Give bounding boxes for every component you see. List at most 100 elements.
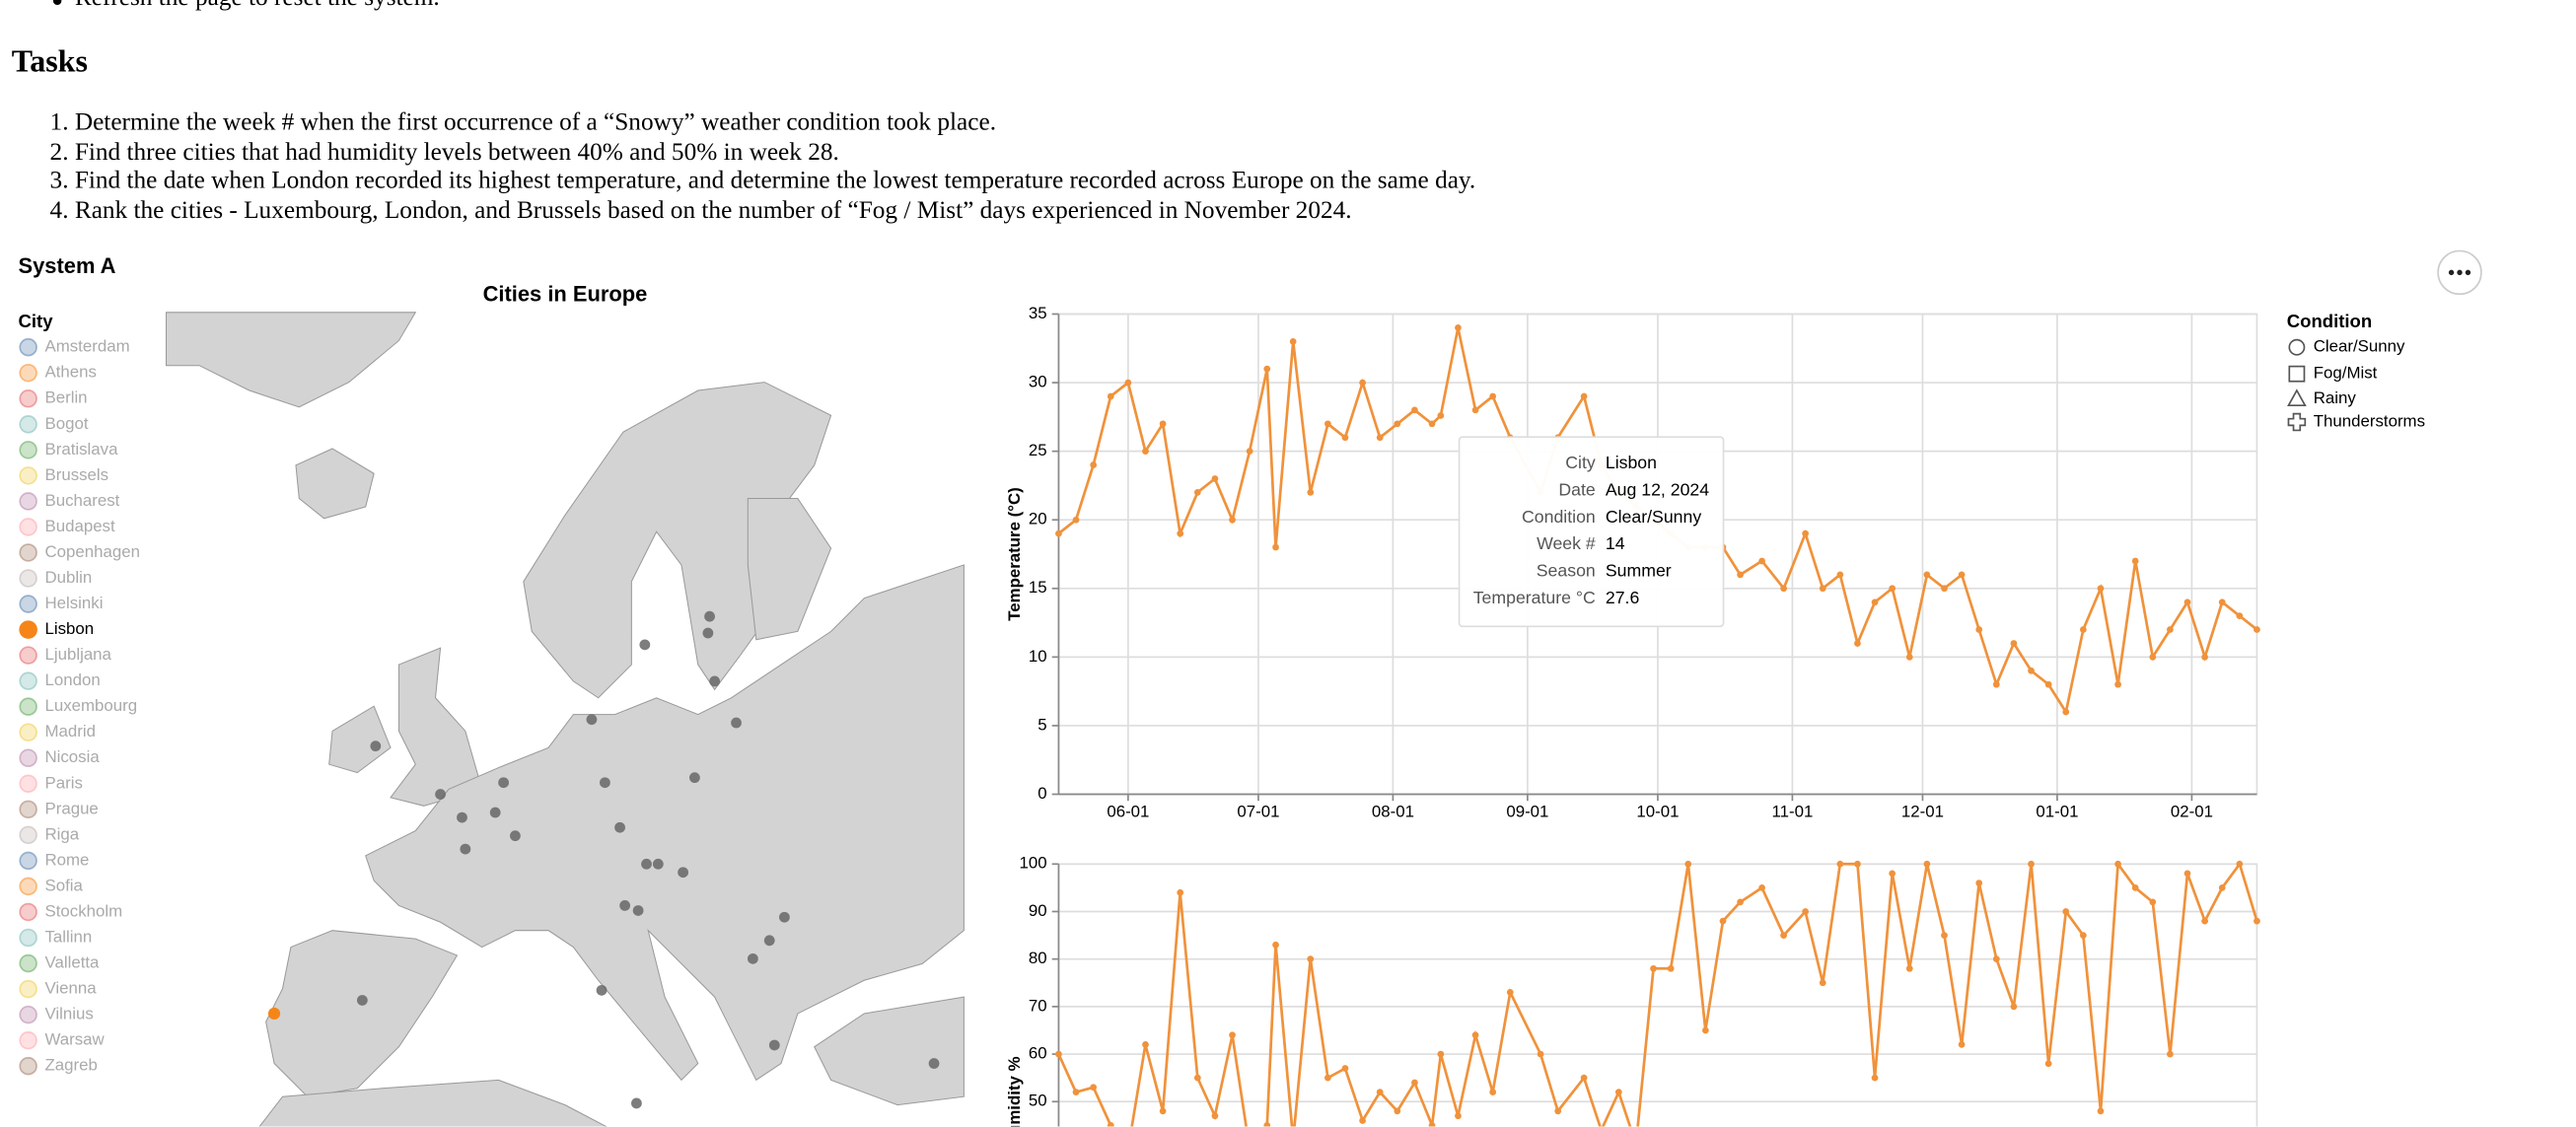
- data-point[interactable]: [1246, 448, 1253, 456]
- city-legend-item[interactable]: Valletta: [19, 953, 100, 973]
- data-point[interactable]: [1289, 337, 1297, 345]
- city-legend-item[interactable]: Athens: [19, 363, 97, 383]
- data-point[interactable]: [1489, 1089, 1497, 1095]
- data-point[interactable]: [2010, 640, 2018, 647]
- data-point[interactable]: [1667, 964, 1675, 972]
- data-point[interactable]: [1975, 626, 1983, 633]
- city-legend-item[interactable]: Dublin: [19, 568, 92, 588]
- data-point[interactable]: [2236, 860, 2244, 868]
- data-point[interactable]: [1177, 529, 1184, 537]
- city-legend-item[interactable]: Bratislava: [19, 440, 118, 459]
- data-point[interactable]: [2044, 680, 2052, 688]
- data-point[interactable]: [1650, 964, 1657, 972]
- data-point[interactable]: [2044, 1060, 2052, 1068]
- city-legend-item[interactable]: Tallinn: [19, 927, 92, 948]
- data-point[interactable]: [1324, 420, 1331, 428]
- data-point[interactable]: [1836, 571, 1844, 579]
- data-point[interactable]: [2201, 917, 2208, 925]
- data-point[interactable]: [1780, 932, 1787, 939]
- data-point[interactable]: [1159, 420, 1167, 428]
- city-legend-item[interactable]: Paris: [19, 773, 83, 794]
- data-point[interactable]: [1506, 989, 1514, 996]
- data-point[interactable]: [1055, 1050, 1062, 1058]
- data-point[interactable]: [2079, 932, 2087, 939]
- city-legend-item[interactable]: Amsterdam: [19, 337, 130, 357]
- condition-legend-item[interactable]: Thunderstorms: [2287, 411, 2425, 432]
- data-point[interactable]: [1923, 571, 1931, 579]
- city-legend-item[interactable]: Riga: [19, 824, 80, 845]
- data-point[interactable]: [1263, 1121, 1271, 1127]
- data-point[interactable]: [1471, 406, 1479, 414]
- data-point[interactable]: [1263, 365, 1271, 373]
- data-point[interactable]: [1428, 1121, 1436, 1127]
- data-point[interactable]: [1428, 420, 1436, 428]
- data-point[interactable]: [1437, 412, 1445, 419]
- city-legend-item[interactable]: Vienna: [19, 979, 97, 999]
- city-legend-item[interactable]: Bucharest: [19, 491, 120, 511]
- data-point[interactable]: [1307, 489, 1315, 496]
- data-point[interactable]: [1359, 379, 1366, 387]
- city-legend-item[interactable]: Prague: [19, 799, 99, 819]
- data-point[interactable]: [1923, 860, 1931, 868]
- data-point[interactable]: [2236, 612, 2244, 619]
- data-point[interactable]: [1975, 880, 1983, 886]
- data-point[interactable]: [1437, 1050, 1445, 1058]
- data-point[interactable]: [1324, 1074, 1331, 1082]
- data-point[interactable]: [1941, 932, 1948, 939]
- data-point[interactable]: [2167, 1050, 2174, 1058]
- data-point[interactable]: [1905, 964, 1913, 972]
- data-point[interactable]: [1211, 475, 1219, 482]
- data-point[interactable]: [1072, 516, 1080, 524]
- data-point[interactable]: [2183, 870, 2191, 878]
- data-point[interactable]: [1376, 434, 1384, 442]
- data-point[interactable]: [1614, 1089, 1622, 1095]
- data-point[interactable]: [2028, 860, 2035, 868]
- data-point[interactable]: [2114, 860, 2121, 868]
- data-point[interactable]: [1090, 1084, 1098, 1092]
- data-point[interactable]: [1455, 1112, 1462, 1120]
- data-point[interactable]: [1229, 1031, 1236, 1039]
- city-legend-item[interactable]: Warsaw: [19, 1030, 106, 1050]
- data-point[interactable]: [1489, 392, 1497, 400]
- data-point[interactable]: [1394, 420, 1401, 428]
- data-point[interactable]: [2079, 626, 2087, 633]
- data-point[interactable]: [1871, 599, 1879, 606]
- data-point[interactable]: [1211, 1112, 1219, 1120]
- city-legend-item[interactable]: Stockholm: [19, 901, 122, 922]
- data-point[interactable]: [1737, 571, 1744, 579]
- data-point[interactable]: [1159, 1107, 1167, 1115]
- data-point[interactable]: [1142, 448, 1149, 456]
- data-point[interactable]: [1455, 324, 1462, 331]
- data-point[interactable]: [1737, 898, 1744, 906]
- data-point[interactable]: [1341, 1065, 1349, 1072]
- city-legend-item[interactable]: Berlin: [19, 388, 88, 408]
- data-point[interactable]: [1819, 979, 1826, 987]
- data-point[interactable]: [2201, 653, 2208, 661]
- data-point[interactable]: [1554, 1107, 1562, 1115]
- data-point[interactable]: [1090, 461, 1098, 468]
- city-legend-item[interactable]: Zagreb: [19, 1056, 98, 1076]
- city-legend-item[interactable]: Lisbon: [19, 619, 94, 639]
- data-point[interactable]: [2218, 599, 2226, 606]
- data-point[interactable]: [2218, 884, 2226, 891]
- data-point[interactable]: [1107, 392, 1114, 400]
- data-point[interactable]: [1802, 529, 1809, 537]
- data-point[interactable]: [1854, 640, 1861, 647]
- data-point[interactable]: [2183, 599, 2191, 606]
- city-legend-item[interactable]: Helsinki: [19, 594, 103, 613]
- data-point[interactable]: [1992, 955, 2000, 963]
- data-point[interactable]: [1142, 1041, 1149, 1048]
- data-point[interactable]: [2028, 667, 2035, 674]
- data-point[interactable]: [1958, 1041, 1966, 1048]
- data-point[interactable]: [1376, 1089, 1384, 1095]
- data-point[interactable]: [1394, 1107, 1401, 1115]
- data-point[interactable]: [1341, 434, 1349, 442]
- city-legend-item[interactable]: Nicosia: [19, 747, 100, 768]
- data-point[interactable]: [1871, 1074, 1879, 1082]
- data-point[interactable]: [1758, 557, 1765, 565]
- data-point[interactable]: [1272, 941, 1279, 949]
- data-point[interactable]: [2254, 917, 2260, 925]
- data-point[interactable]: [1124, 379, 1132, 387]
- more-button[interactable]: [2437, 249, 2482, 296]
- data-point[interactable]: [2149, 653, 2157, 661]
